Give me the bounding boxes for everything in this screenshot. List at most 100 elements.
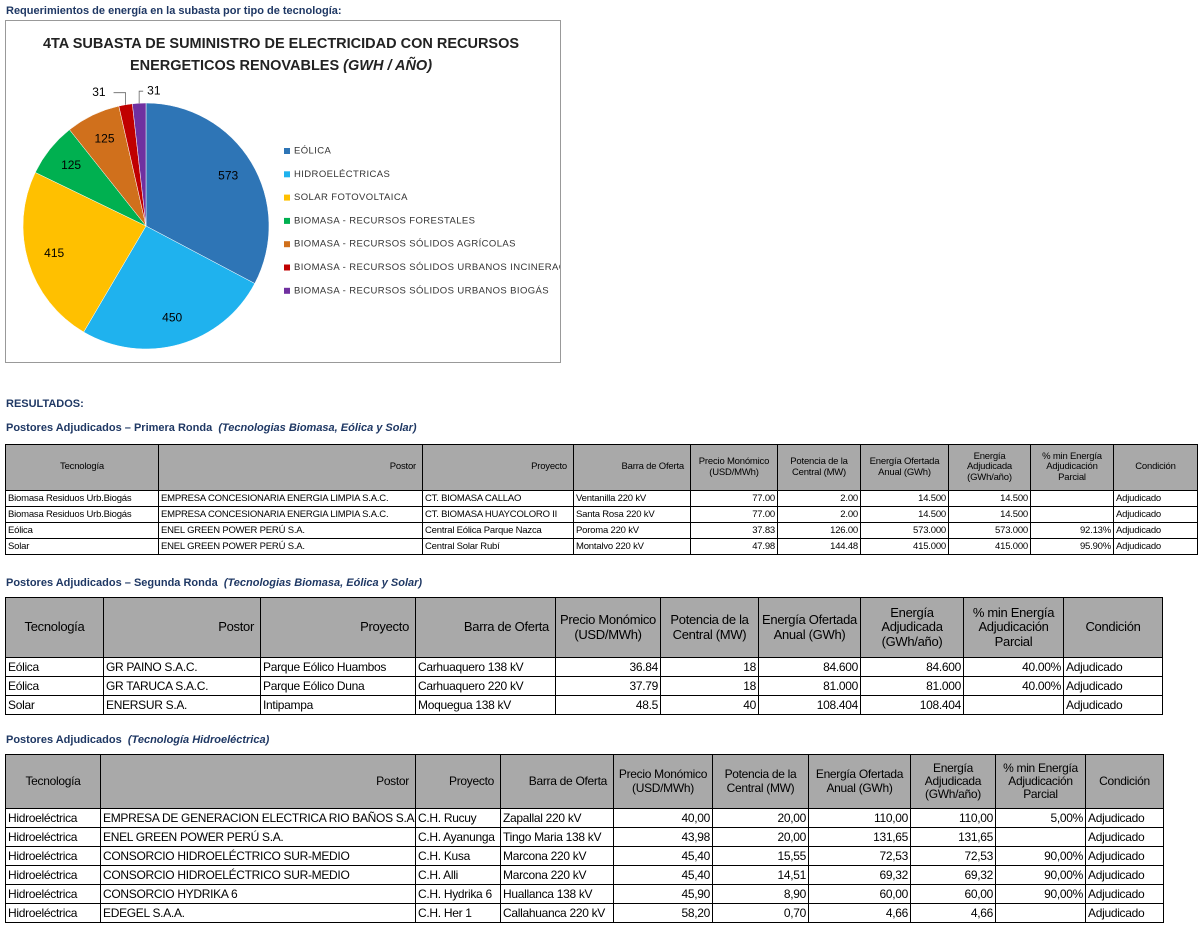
table-cell: Eólica (5, 676, 104, 696)
table-cell: 72,53 (808, 846, 911, 866)
table-cell: 110,00 (910, 808, 996, 828)
table-cell: 18 (660, 676, 759, 696)
table-cell: Ventanilla 220 kV (573, 490, 691, 507)
header-cell: % min Energía Adjudicación Parcial (1030, 444, 1114, 491)
table-cell: 110,00 (808, 808, 911, 828)
table-cell: 40.00% (963, 676, 1064, 696)
table-cell: 14.500 (948, 490, 1031, 507)
table-cell: Hidroeléctrica (5, 903, 101, 923)
legend-label: EÓLICA (294, 146, 332, 157)
table-cell: Adjudicado (1085, 903, 1164, 923)
pie-slice (22, 172, 147, 333)
table-cell: 40 (660, 695, 759, 715)
legend-swatch (284, 217, 290, 224)
data-row: Hidroeléctrica CONSORCIO HIDROELÉCTRICO S… (5, 865, 1164, 885)
table-cell: 72,53 (910, 846, 996, 866)
table-cell: 144.48 (777, 538, 861, 555)
legend-swatch (284, 287, 290, 294)
data-label: 31 (92, 85, 106, 99)
table-cell (995, 903, 1086, 923)
table-cell: 69,32 (808, 865, 911, 885)
header-cell: Postor (158, 444, 423, 491)
table-cell: 81.000 (758, 676, 861, 696)
table-cell: 37.79 (555, 676, 661, 696)
header-row: Tecnología Postor Proyecto Barra de Oferta P… (5, 754, 1164, 809)
table-cell: 131,65 (910, 827, 996, 847)
data-row: Hidroeléctrica EDEGEL S.A.A. C.H. Her 1 Cal… (5, 903, 1164, 923)
header-cell: Energía Ofertada Anual (GWh) (860, 444, 949, 491)
header-cell: Proyecto (415, 754, 501, 809)
table-cell: Hidroeléctrica (5, 884, 101, 904)
data-row: Hidroeléctrica CONSORCIO HYDRIKA 6 C.H. Hy… (5, 884, 1164, 904)
table-cell: Huallanca 138 kV (500, 884, 614, 904)
results-label: RESULTADOS: (6, 398, 84, 410)
chart-title: 4TA SUBASTA DE SUMINISTRO DE ELECTRICIDA… (26, 33, 536, 77)
table-cell: Adjudicado (1085, 884, 1164, 904)
table-cell: 45,90 (613, 884, 713, 904)
table-cell: 60,00 (808, 884, 911, 904)
table-cell: 126.00 (777, 522, 861, 539)
pie-chart: 573 450 415 125 125 31 31 EÓLICA HIDROELÉCTRICAS… (22, 83, 560, 350)
table-cell: C.H. Hydrika 6 (415, 884, 501, 904)
chart-title-text: 4TA SUBASTA DE SUMINISTRO DE ELECTRICIDA… (42, 36, 520, 74)
table-cell: Adjudicado (1063, 657, 1163, 677)
table-cell: Adjudicado (1085, 808, 1164, 828)
section-title-text: Postores Adjudicados – Primera Ronda (6, 422, 213, 434)
header-cell: Energía Adjudicada (GWh/año) (948, 444, 1031, 491)
header-cell: Condición (1113, 444, 1198, 491)
table-cell: 36.84 (555, 657, 661, 677)
table-cell: Montalvo 220 kV (573, 538, 691, 555)
header-cell: Barra de Oferta (500, 754, 614, 809)
table-cell: Adjudicado (1085, 827, 1164, 847)
legend-label: HIDROELÉCTRICAS (294, 169, 390, 180)
table-cell: 45,40 (613, 865, 713, 885)
table-cell: CT. BIOMASA HUAYCOLORO II (422, 506, 574, 523)
table-cell: Adjudicado (1113, 506, 1198, 523)
table-cell: 90,00% (995, 865, 1086, 885)
legend-label: BIOMASA - RECURSOS SÓLIDOS AGRÍCOLAS (294, 239, 516, 250)
table-cell: Biomasa Residuos Urb.Biogás (5, 506, 159, 523)
legend-swatch (284, 171, 290, 178)
header-cell: Energía Ofertada Anual (GWh) (808, 754, 911, 809)
table-cell: 95.90% (1030, 538, 1114, 555)
table-cell: Parque Eólico Duna (260, 676, 416, 696)
header-cell: Tecnología (5, 597, 104, 658)
table-cell: Adjudicado (1113, 490, 1198, 507)
results-table: Tecnología Postor Proyecto Barra de Oferta P… (5, 597, 1163, 715)
table-cell: 14.500 (948, 506, 1031, 523)
data-label: 573 (218, 169, 238, 183)
table-cell: 573.000 (860, 522, 949, 539)
table-cell: ENEL GREEN POWER PERÚ S.A. (158, 538, 423, 555)
table-cell (1030, 490, 1114, 507)
data-row: Biomasa Residuos Urb.Biogás EMPRESA CONCE… (5, 490, 1198, 507)
header-cell: Barra de Oferta (573, 444, 691, 491)
table-cell: C.H. Her 1 (415, 903, 501, 923)
table-cell: C.H. Alli (415, 865, 501, 885)
legend-swatch (284, 241, 290, 248)
data-label: 415 (44, 246, 64, 260)
table-cell: Solar (5, 695, 104, 715)
table-cell: CT. BIOMASA CALLAO (422, 490, 574, 507)
table-cell: 90,00% (995, 846, 1086, 866)
table-cell: 37.83 (690, 522, 778, 539)
pie-slice (145, 102, 270, 284)
table-cell: GR TARUCA S.A.C. (103, 676, 261, 696)
table-cell: Intipampa (260, 695, 416, 715)
table-cell (995, 827, 1086, 847)
table-cell: Adjudicado (1113, 522, 1198, 539)
header-cell: Precio Monómico (USD/MWh) (690, 444, 778, 491)
table-cell: Carhuaquero 138 kV (415, 657, 556, 677)
table-cell: CONSORCIO HYDRIKA 6 (100, 884, 416, 904)
legend-label: BIOMASA - RECURSOS SÓLIDOS URBANOS INCIN… (294, 262, 560, 273)
table-cell: Adjudicado (1085, 865, 1164, 885)
table-cell: ENEL GREEN POWER PERÚ S.A. (158, 522, 423, 539)
table-cell: Adjudicado (1063, 695, 1163, 715)
table-cell: EMPRESA DE GENERACION ELECTRICA RIO BAÑO… (100, 808, 416, 828)
table-cell: 131,65 (808, 827, 911, 847)
header-cell: Tecnología (5, 754, 101, 809)
legend-swatch (284, 148, 290, 154)
table-cell: Eólica (5, 657, 104, 677)
header-cell: Precio Monómico (USD/MWh) (555, 597, 661, 658)
table-cell: 48.5 (555, 695, 661, 715)
table-cell: GR PAINO S.A.C. (103, 657, 261, 677)
